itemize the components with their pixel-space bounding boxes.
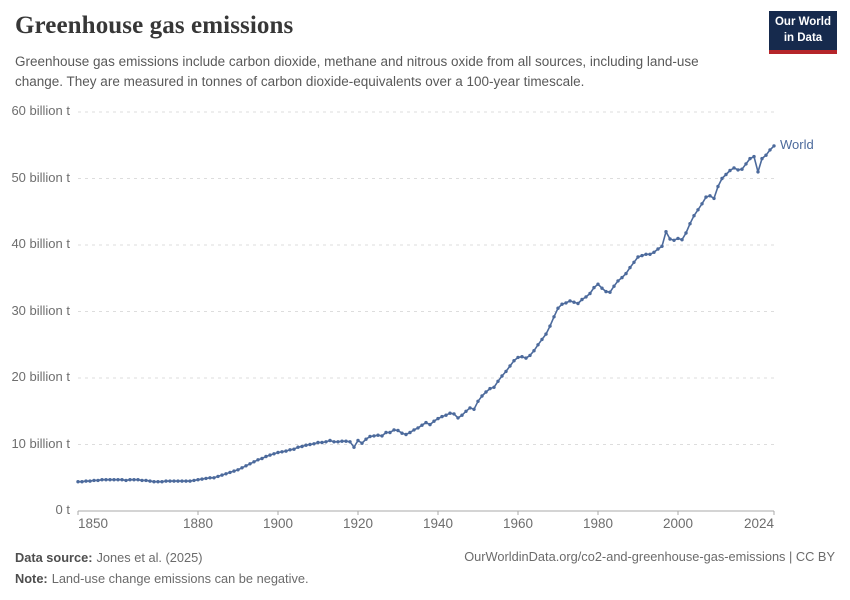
owid-logo-line2: in Data bbox=[783, 31, 823, 44]
note-text: Land-use change emissions can be negativ… bbox=[51, 571, 309, 587]
y-axis-label: 60 billion t bbox=[11, 103, 70, 118]
y-axis-label: 50 billion t bbox=[11, 169, 70, 185]
datasource-line: Data source: Jones et al. (2025) bbox=[15, 547, 309, 568]
chart-footer: Data source: Jones et al. (2025) Note: Lan… bbox=[15, 547, 309, 589]
owid-logo-line1: Our World bbox=[774, 16, 831, 28]
y-axis-label: 20 billion t bbox=[11, 369, 70, 384]
x-axis-label: 2000 bbox=[662, 516, 694, 531]
datasource-label: Data source: bbox=[15, 550, 93, 565]
citation-url[interactable]: OurWorldinData.org/co2-and-greenhouse-ga… bbox=[464, 549, 835, 564]
x-axis-label: 1850 bbox=[78, 516, 109, 531]
x-axis-label: 1880 bbox=[182, 516, 214, 531]
x-axis-label: 1940 bbox=[422, 516, 454, 531]
chart-subtitle: Greenhouse gas emissions include carbon … bbox=[15, 54, 699, 89]
series-label-world[interactable]: World bbox=[780, 136, 814, 152]
page-title: Greenhouse gas emissions bbox=[15, 12, 294, 39]
world-emissions-line[interactable] bbox=[77, 145, 775, 483]
y-axis-label: 0 t bbox=[55, 502, 70, 517]
x-axis-label: 1960 bbox=[502, 516, 534, 531]
x-axis-label: 1920 bbox=[342, 516, 374, 531]
y-axis-label: 40 billion t bbox=[11, 236, 70, 251]
x-axis-label: 1980 bbox=[582, 516, 614, 531]
owid-logo[interactable]: Our World in Data bbox=[769, 11, 837, 55]
note-line: Note: Land-use change emissions can be ne… bbox=[15, 568, 309, 589]
data-point-markers bbox=[76, 144, 776, 484]
note-label: Note: bbox=[15, 571, 48, 587]
datasource-text: Jones et al. (2025) bbox=[96, 550, 203, 565]
x-axis-label: 2024 bbox=[743, 516, 774, 531]
x-axis-label: 1900 bbox=[262, 516, 294, 531]
y-axis-label: 10 billion t bbox=[11, 435, 70, 451]
y-axis-label: 30 billion t bbox=[11, 302, 70, 318]
